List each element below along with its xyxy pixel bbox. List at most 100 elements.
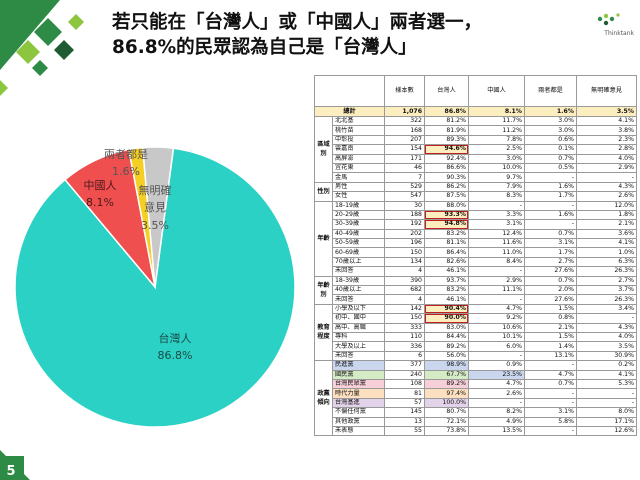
total-cell: 86.8% xyxy=(424,106,469,117)
header-cell: 無明確意見 xyxy=(576,75,637,107)
row-label: 宜花東 xyxy=(332,162,385,174)
table-cell: 336 xyxy=(384,341,425,352)
table-row: 70歲以上 134 82.6% 8.4% 2.7% 6.3% xyxy=(315,256,637,268)
logo-text: Thinktank xyxy=(604,30,634,37)
table-cell: 46 xyxy=(384,162,425,174)
row-label: 其他政黨 xyxy=(332,416,385,427)
table-row: 大學及以上 336 89.2% 6.0% 1.4% 3.5% xyxy=(315,341,637,352)
table-cell: 4.9% xyxy=(468,416,525,427)
table-cell: 4.1% xyxy=(576,369,637,380)
table-cell: 4 xyxy=(384,294,425,305)
total-cell: 1.6% xyxy=(524,106,577,117)
data-label-no-opinion: 無明確 xyxy=(139,183,172,197)
table-cell: - xyxy=(576,172,637,183)
table-cell: 8.0% xyxy=(576,407,637,418)
row-label: 雲嘉南 xyxy=(332,144,385,155)
table-row: 未表態 55 73.8% 13.5% -12.6% xyxy=(315,425,637,437)
table-cell: 4.7% xyxy=(468,378,525,390)
row-label: 不偏任何黨 xyxy=(332,407,385,418)
table-cell: 196 xyxy=(384,238,425,249)
table-cell: - xyxy=(524,200,577,211)
total-label: 總計 xyxy=(314,106,385,117)
table-cell: - xyxy=(468,266,525,277)
table-cell: 2.9% xyxy=(576,162,637,174)
table-cell: 0.2% xyxy=(576,360,637,371)
table-cell: 81.1% xyxy=(424,238,469,249)
table-row: 宜花東 46 86.6% 10.0% 0.5% 2.9% xyxy=(315,162,637,174)
table-cell: 547 xyxy=(384,191,425,202)
pie-chart: 台灣人 86.8% 中國人 8.1% 兩者都是 1.6% 無明確意見 3.5% xyxy=(14,146,296,428)
table-cell: - xyxy=(524,388,577,399)
table-cell: 80.7% xyxy=(424,407,469,418)
table-cell: 46.1% xyxy=(424,266,469,277)
table-cell: 0.1% xyxy=(524,144,577,155)
table-cell: 11.0% xyxy=(468,247,525,258)
table-cell: 333 xyxy=(384,322,425,334)
row-label: 男性 xyxy=(332,181,385,193)
table-cell: - xyxy=(576,388,637,399)
header-cell: 中國人 xyxy=(468,75,525,107)
table-cell: - xyxy=(524,360,577,371)
data-label-chinese-pct: 8.1% xyxy=(86,196,114,209)
table-cell: 94.8% xyxy=(424,219,469,230)
table-cell: 12.0% xyxy=(576,200,637,211)
table-row: 女性 547 87.5% 8.3% 1.7% 2.6% xyxy=(315,191,637,202)
table-cell: 1.6% xyxy=(524,181,577,193)
table-cell: 8.2% xyxy=(468,407,525,418)
table-cell: 13 xyxy=(384,416,425,427)
table-cell: 55 xyxy=(384,425,425,437)
table-cell: 154 xyxy=(384,144,425,155)
table-cell: 1.5% xyxy=(524,331,577,343)
table-cell: 83.2% xyxy=(424,228,469,240)
table-row: 20-29歲 188 93.3% 3.3% 1.6% 1.8% xyxy=(315,209,637,221)
data-label-taiwanese: 台灣人 xyxy=(159,331,192,345)
table-cell: 56.0% xyxy=(424,350,469,362)
table-cell: 5.8% xyxy=(524,416,577,427)
table-row: 政黨傾向 民進黨 377 98.9% 0.9% -0.2% xyxy=(314,360,637,437)
row-label: 50-59歲 xyxy=(332,238,385,249)
row-label: 70歲以上 xyxy=(332,256,385,268)
header-blank xyxy=(314,75,385,107)
group-label: 教育程度 xyxy=(314,303,333,362)
table-cell: 9.2% xyxy=(468,313,525,324)
table-cell: 17.1% xyxy=(576,416,637,427)
row-label: 40歲以上 xyxy=(332,285,385,296)
page-title: 若只能在「台灣人」或「中國人」兩者選一， 86.8%的民眾認為自己是「台灣人」 xyxy=(112,10,542,60)
table-cell: 240 xyxy=(384,369,425,380)
table-cell: 84.4% xyxy=(424,331,469,343)
table-row: 60-69歲 150 86.4% 11.0% 1.7% 1.0% xyxy=(315,247,637,258)
table-row: 時代力量 81 97.4% 2.6% - - xyxy=(315,388,637,399)
table-cell: 390 xyxy=(384,275,425,287)
table-cell: 108 xyxy=(384,378,425,390)
table-cell: 83.2% xyxy=(424,285,469,296)
table-row: 性別 男性 529 86.2% 7.9% 1.6% 4.3% xyxy=(314,181,637,202)
table-row: 年齡別 18-39歲 390 93.7% 2.9% 0.7% 2.7% xyxy=(314,275,637,305)
table-cell: 87.5% xyxy=(424,191,469,202)
table-cell: 3.6% xyxy=(576,228,637,240)
table-cell: - xyxy=(524,219,577,230)
row-label: 女性 xyxy=(332,191,385,202)
table-cell: 4.0% xyxy=(576,331,637,343)
table-cell: 46.1% xyxy=(424,294,469,305)
table-cell: 88.0% xyxy=(424,200,469,211)
table-cell: 3.0% xyxy=(468,153,525,164)
table-cell: - xyxy=(524,172,577,183)
table-cell: 3.5% xyxy=(576,341,637,352)
row-label: 18-19歲 xyxy=(332,200,385,211)
table-cell: - xyxy=(576,313,637,324)
table-cell: 27.6% xyxy=(524,294,577,305)
table-cell: 100.0% xyxy=(424,397,469,409)
table-cell: 27.6% xyxy=(524,266,577,277)
table-cell: 67.7% xyxy=(424,369,469,380)
table-cell: 30 xyxy=(384,200,425,211)
table-cell: 26.3% xyxy=(576,266,637,277)
row-label: 時代力量 xyxy=(332,388,385,399)
row-label: 30-39歲 xyxy=(332,219,385,230)
table-row: 區域別 北北基 322 81.2% 11.7% 3.0% 4.1% xyxy=(314,115,637,183)
table-cell: 72.1% xyxy=(424,416,469,427)
row-label: 60-69歲 xyxy=(332,247,385,258)
table-cell: 26.3% xyxy=(576,294,637,305)
table-cell: 8.3% xyxy=(468,191,525,202)
table-cell: 11.1% xyxy=(468,285,525,296)
table-cell: 86.2% xyxy=(424,181,469,193)
